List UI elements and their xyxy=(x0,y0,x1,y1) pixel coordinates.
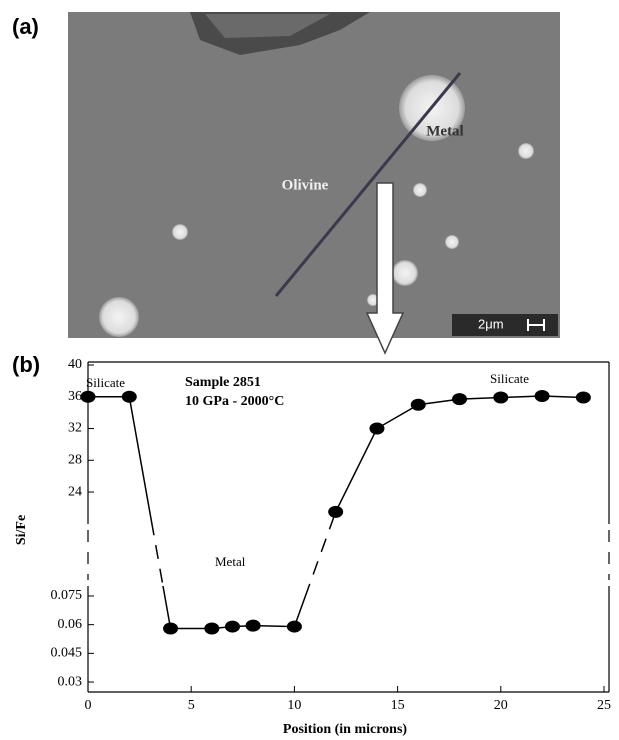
x-axis-label: Position (in microns) xyxy=(283,722,408,737)
data-point xyxy=(328,505,344,518)
data-point xyxy=(204,622,220,635)
annotation: Olivine xyxy=(282,177,329,193)
data-point xyxy=(163,622,179,635)
y-tick-label: 40 xyxy=(68,357,82,372)
x-tick-label: 5 xyxy=(188,698,195,713)
x-tick-label: 25 xyxy=(597,698,611,713)
data-point xyxy=(224,620,240,633)
micrograph: 2μm Metal Olivine xyxy=(68,12,560,355)
y-tick-label: 0.045 xyxy=(51,646,83,661)
data-point xyxy=(534,389,550,402)
data-point xyxy=(575,391,591,404)
y-axis-label: Si/Fe xyxy=(14,515,29,545)
scale-bar: 2μm xyxy=(478,316,504,331)
x-tick-label: 20 xyxy=(494,698,508,713)
annotation: Metal xyxy=(426,123,463,139)
y-tick-label: 32 xyxy=(68,421,82,436)
chart-subtitle: 10 GPa - 2000°C xyxy=(185,394,284,409)
data-point xyxy=(245,619,261,632)
panel-label: (a) xyxy=(12,14,39,39)
y-tick-label: 0.06 xyxy=(58,617,83,632)
data-point xyxy=(369,422,385,435)
data-point xyxy=(493,391,509,404)
data-point xyxy=(452,393,468,406)
y-tick-label: 36 xyxy=(68,389,82,404)
x-tick-label: 15 xyxy=(391,698,405,713)
y-tick-label: 0.075 xyxy=(51,588,83,603)
data-point xyxy=(410,398,426,411)
data-point xyxy=(80,390,96,403)
y-tick-label: 24 xyxy=(68,484,82,499)
data-point xyxy=(121,390,137,403)
annotation: Metal xyxy=(215,554,246,569)
chart-title: Sample 2851 xyxy=(185,375,261,390)
annotation: Silicate xyxy=(86,375,125,390)
data-point xyxy=(286,620,302,633)
x-tick-label: 10 xyxy=(287,698,301,713)
annotation: Silicate xyxy=(490,371,529,386)
panel-label: (b) xyxy=(12,352,40,377)
y-tick-label: 0.03 xyxy=(58,674,83,689)
y-tick-label: 28 xyxy=(68,452,82,467)
line-break xyxy=(151,524,333,586)
x-tick-label: 0 xyxy=(85,698,92,713)
